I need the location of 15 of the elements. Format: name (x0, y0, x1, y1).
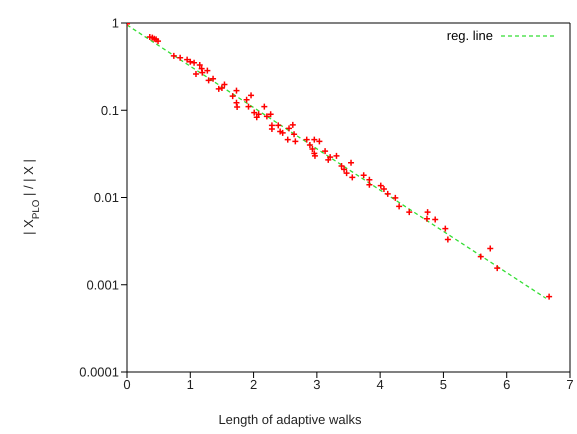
x-tick-label: 3 (313, 377, 320, 392)
y-tick-label: 0.0001 (79, 364, 119, 380)
x-tick-label: 7 (566, 377, 574, 392)
x-axis-title: Length of adaptive walks (218, 412, 362, 427)
x-tick-label: 0 (123, 377, 131, 392)
legend-label: reg. line (446, 28, 493, 43)
x-tick-label: 2 (250, 377, 258, 392)
y-tick-label: 1 (112, 16, 119, 31)
y-tick-label: 0.01 (94, 190, 119, 206)
x-tick-label: 5 (440, 377, 448, 392)
y-tick-label: 0.001 (86, 277, 119, 292)
x-tick-label: 4 (376, 377, 384, 392)
y-tick-label: 0.1 (100, 102, 119, 118)
x-tick-label: 1 (186, 377, 194, 392)
x-tick-label: 6 (503, 377, 510, 392)
